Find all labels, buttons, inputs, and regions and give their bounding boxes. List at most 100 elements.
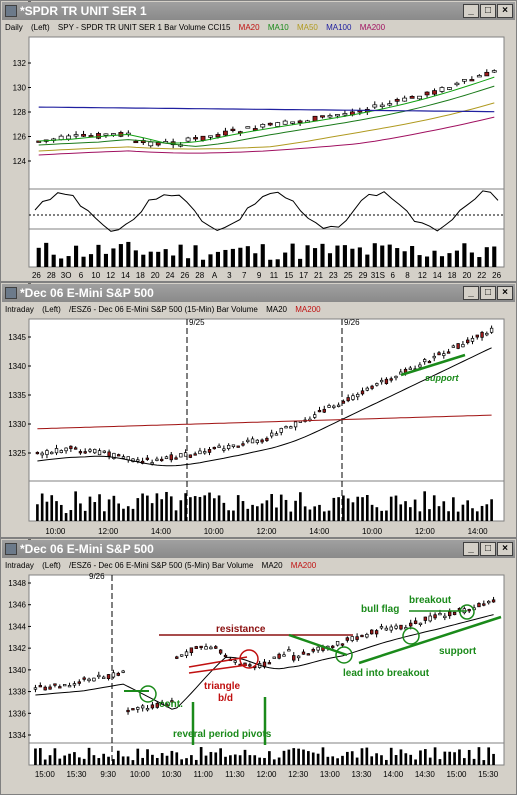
daily-candle (484, 71, 490, 77)
intraday-volume-bar (326, 756, 330, 765)
time-tick-label: 12:00 (415, 527, 436, 536)
intraday-volume-bar (409, 507, 412, 521)
intraday-volume-bar (313, 506, 317, 521)
intraday-candle (164, 456, 169, 459)
intraday-candle (332, 405, 336, 408)
intraday-15min-chart: 1345 1340 1335 1330 1325 100000 9/25 9/26 suppor… (1, 283, 505, 536)
intraday-candle (45, 450, 49, 455)
date-tick-label: 20 (151, 271, 160, 280)
lead-circle (335, 646, 353, 664)
intraday-5min-chart: 1348 1346 1344 1342 1340 1338 1336 1334 50000 9/2… (4, 539, 505, 779)
intraday-candle (204, 646, 208, 650)
intraday-volume-bar (297, 748, 300, 765)
legend-ma20: MA20 (261, 561, 283, 570)
intraday-volume-bar (316, 753, 320, 765)
intraday-volume-bar (117, 503, 120, 521)
intraday-candle (184, 651, 189, 656)
intraday-volume-bar (79, 503, 82, 521)
daily-volume-bar (186, 258, 191, 267)
time-tick-label: 9:30 (100, 770, 116, 779)
daily-volume-bar (178, 244, 183, 267)
intraday-candle (194, 646, 198, 649)
window-titlebar[interactable]: *SPDR TR UNIT SER 1 _ □ × (2, 2, 515, 20)
time-tick-label: 13:30 (351, 770, 372, 779)
intraday-candle (87, 678, 91, 682)
maximize-button[interactable]: □ (480, 286, 496, 300)
intraday-volume-bar (55, 501, 58, 521)
intraday-volume-bar (204, 755, 208, 765)
date-tick-label: 12 (418, 271, 427, 280)
intraday-volume-bar (40, 493, 44, 521)
legend-interval: Intraday (5, 561, 34, 570)
maximize-button[interactable]: □ (480, 542, 496, 556)
intraday-candle (301, 651, 306, 655)
time-tick-label: 12:00 (256, 770, 277, 779)
minimize-button[interactable]: _ (463, 542, 479, 556)
intraday-volume-bar (126, 756, 130, 765)
intraday-volume-bar (141, 493, 144, 521)
daily-volume-bar (200, 259, 206, 267)
intraday-volume-bar (256, 506, 259, 521)
intraday-volume-bar (146, 749, 149, 765)
intraday-candle (40, 452, 44, 456)
intraday-volume-bar (179, 500, 183, 521)
intraday-volume-bar (112, 759, 115, 765)
intraday-volume-bar (447, 511, 450, 521)
daily-candle (417, 95, 422, 100)
price-tick-label: 128 (13, 108, 27, 117)
volume-tick-label: 50000 (4, 539, 27, 541)
daily-volume-bar (215, 251, 221, 267)
daily-volume-bar (283, 252, 288, 267)
minimize-button[interactable]: _ (463, 286, 479, 300)
intraday-volume-bar (150, 503, 154, 521)
close-button[interactable]: × (497, 4, 513, 18)
intraday-volume-bar (265, 500, 269, 521)
ma50-line (38, 102, 495, 152)
intraday-candle (379, 626, 384, 629)
intraday-volume-bar (141, 757, 144, 765)
price-tick-label: 132 (13, 59, 27, 68)
window-titlebar[interactable]: *Dec 06 E-Mini S&P 500 _ □ × (2, 540, 515, 558)
resistance-label: resistance (216, 624, 266, 635)
intraday-candle (198, 450, 202, 455)
intraday-volume-bar (380, 755, 383, 765)
date-tick-label: 20 (462, 271, 471, 280)
daily-candle (432, 90, 437, 95)
intraday-candle (365, 634, 369, 638)
intraday-volume-bar (92, 755, 96, 765)
intraday-candle (452, 611, 457, 616)
intraday-volume-bar (472, 758, 476, 765)
maximize-button[interactable]: □ (480, 4, 496, 18)
intraday-candle (236, 445, 240, 448)
breakout-label: breakout (409, 595, 452, 606)
daily-candle (476, 75, 482, 78)
daily-volume-bar (51, 254, 56, 267)
intraday-candle (491, 599, 496, 603)
close-button[interactable]: × (497, 542, 513, 556)
volume-panel (28, 228, 505, 268)
intraday-volume-bar (193, 496, 197, 521)
intraday-volume-bar (248, 755, 252, 765)
date-tick-label: 3O (61, 271, 72, 280)
daily-volume-bar (484, 247, 489, 267)
intraday-volume-bar (155, 757, 159, 765)
intraday-volume-bar (375, 507, 379, 521)
daily-candle (335, 114, 340, 117)
intraday-volume-bar (107, 756, 110, 765)
date-tick-label: 18 (448, 271, 457, 280)
intraday-volume-bar (116, 750, 120, 765)
intraday-volume-bar (224, 756, 227, 765)
intraday-candle (355, 636, 359, 640)
intraday-candle (189, 647, 194, 654)
intraday-volume-bar (461, 504, 465, 521)
daily-candle (282, 120, 288, 125)
close-button[interactable]: × (497, 286, 513, 300)
daily-volume-bar (208, 254, 213, 267)
intraday-volume-bar (485, 504, 489, 521)
bull-flag-circle (402, 627, 420, 645)
intraday-volume-bar (260, 503, 264, 521)
window-titlebar[interactable]: *Dec 06 E-Mini S&P 500 _ □ × (2, 284, 515, 302)
intraday-candle (265, 437, 269, 441)
intraday-candle (50, 451, 54, 455)
minimize-button[interactable]: _ (463, 4, 479, 18)
